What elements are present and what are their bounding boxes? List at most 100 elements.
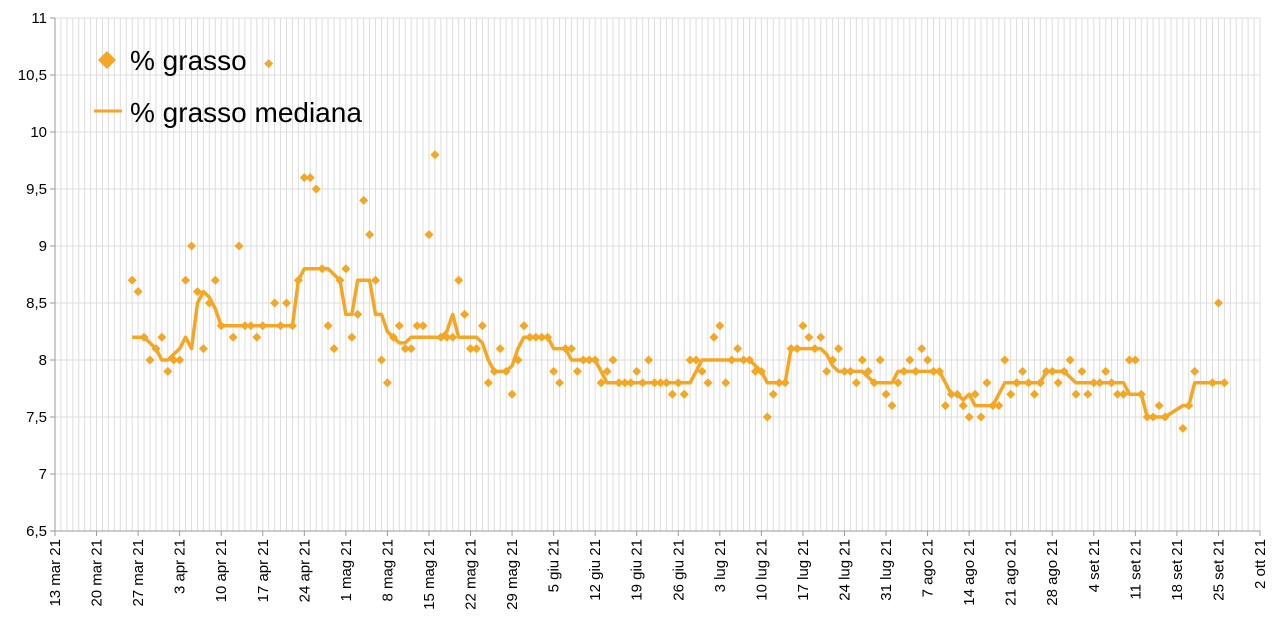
scatter-point — [264, 59, 274, 69]
scatter-point — [175, 355, 185, 365]
x-tick-label: 29 mag 21 — [504, 539, 521, 610]
scatter-point — [739, 355, 749, 365]
scatter-point — [163, 366, 173, 376]
scatter-point — [258, 321, 268, 331]
y-tick-label: 9,5 — [26, 181, 47, 198]
scatter-point — [620, 378, 630, 388]
scatter-point — [644, 355, 654, 365]
x-tick-label: 11 set 21 — [1127, 539, 1144, 600]
scatter-point — [282, 298, 292, 308]
legend: % grasso % grasso mediana — [94, 45, 362, 128]
x-tick-label: 20 mar 21 — [89, 539, 106, 607]
x-tick-label: 21 ago 21 — [1003, 539, 1020, 606]
scatter-point — [964, 412, 974, 422]
scatter-point — [466, 344, 476, 354]
scatter-point — [626, 378, 636, 388]
legend-label-scatter: % grasso — [130, 45, 247, 76]
scatter-point — [691, 355, 701, 365]
scatter-point — [1023, 378, 1033, 388]
scatter-point — [448, 332, 458, 342]
scatter-point — [816, 332, 826, 342]
y-tick-label: 7 — [39, 466, 47, 483]
scatter-point — [756, 366, 766, 376]
scatter-point — [851, 378, 861, 388]
scatter-point — [1083, 389, 1093, 399]
scatter-point — [845, 366, 855, 376]
scatter-point — [661, 378, 671, 388]
scatter-point — [127, 275, 137, 285]
scatter-point — [1059, 366, 1069, 376]
scatter-point — [287, 321, 297, 331]
scatter-point — [893, 378, 903, 388]
scatter-point — [857, 355, 867, 365]
x-tick-label: 3 apr 21 — [172, 539, 189, 594]
scatter-point — [792, 344, 802, 354]
x-tick-label: 2 ott 21 — [1252, 539, 1269, 589]
scatter-point — [988, 401, 998, 411]
scatter-point — [145, 355, 155, 365]
scatter-point — [596, 378, 606, 388]
scatter-point — [376, 355, 386, 365]
scatter-point — [418, 321, 428, 331]
y-tick-label: 6,5 — [26, 523, 47, 540]
scatter-point — [1065, 355, 1075, 365]
x-tick-label: 27 mar 21 — [130, 539, 147, 607]
x-tick-label: 7 ago 21 — [920, 539, 937, 597]
scatter-point — [590, 355, 600, 365]
scatter-point — [234, 241, 244, 251]
scatter-point — [994, 401, 1004, 411]
x-tick-label: 18 set 21 — [1169, 539, 1186, 601]
scatter-point — [1006, 389, 1016, 399]
scatter-point — [483, 378, 493, 388]
scatter-point — [1130, 355, 1140, 365]
scatter-point — [709, 332, 719, 342]
scatter-point — [495, 344, 505, 354]
y-tick-label: 10 — [30, 124, 47, 141]
x-tick-label: 25 set 21 — [1210, 539, 1227, 601]
x-tick-label: 31 lug 21 — [878, 539, 895, 601]
scatter-point — [1142, 412, 1152, 422]
scatter-point — [733, 344, 743, 354]
x-tick-label: 17 lug 21 — [795, 539, 812, 601]
scatter-point — [133, 287, 143, 297]
y-tick-label: 10,5 — [18, 67, 47, 84]
scatter-point — [489, 366, 499, 376]
scatter-point — [371, 275, 381, 285]
x-tick-label: 22 mag 21 — [463, 539, 480, 610]
scatter-point — [822, 366, 832, 376]
scatter-point — [952, 389, 962, 399]
y-tick-label: 11 — [31, 10, 47, 27]
scatter-point — [804, 332, 814, 342]
scatter-point — [1089, 378, 1099, 388]
x-tick-label: 26 giu 21 — [670, 539, 687, 601]
scatter-point — [673, 378, 683, 388]
scatter-point — [1184, 401, 1194, 411]
scatter-point — [329, 344, 339, 354]
scatter-point — [679, 389, 689, 399]
scatter-point — [198, 344, 208, 354]
scatter-point — [1208, 378, 1218, 388]
scatter-point — [1118, 389, 1128, 399]
scatter-point — [157, 332, 167, 342]
x-tick-label: 24 apr 21 — [296, 539, 313, 602]
scatter-point — [566, 344, 576, 354]
scatter-point — [614, 378, 624, 388]
scatter-point — [1095, 378, 1105, 388]
scatter-point — [507, 389, 517, 399]
scatter-point — [638, 378, 648, 388]
scatter-point — [442, 332, 452, 342]
scatter-point — [240, 321, 250, 331]
scatter-point — [1077, 366, 1087, 376]
scatter-point — [946, 389, 956, 399]
scatter-point — [436, 332, 446, 342]
scatter-point — [703, 378, 713, 388]
scatter-point — [549, 366, 559, 376]
scatter-point — [667, 389, 677, 399]
scatter-point — [501, 366, 511, 376]
scatter-point — [460, 309, 470, 319]
scatter-point — [685, 355, 695, 365]
scatter-point — [293, 275, 303, 285]
scatter-point — [727, 355, 737, 365]
scatter-point — [228, 332, 238, 342]
scatter-point — [276, 321, 286, 331]
